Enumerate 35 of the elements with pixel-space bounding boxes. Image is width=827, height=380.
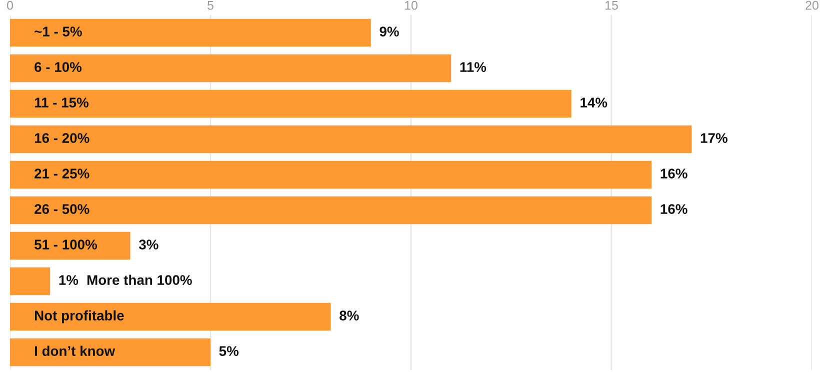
y-tick-label: 51 - 100% (34, 240, 98, 250)
data-label: 17% (700, 133, 728, 143)
y-tick-label: I don’t know (34, 346, 116, 356)
data-label: 8% (340, 310, 359, 320)
x-tick-label: 20 (806, 0, 818, 10)
data-label: 1% (59, 275, 78, 285)
bar (10, 338, 210, 366)
y-tick-label: 21 - 25% (34, 168, 90, 178)
x-tick-label: 15 (606, 1, 618, 10)
data-label: 9% (380, 26, 399, 36)
bar (10, 54, 452, 82)
y-tick-label: 11 - 15% (34, 98, 89, 108)
y-tick-label: 26 - 50% (34, 204, 90, 214)
bar (10, 125, 692, 154)
y-tick-label: ~1 - 5% (34, 26, 82, 36)
data-label: 11% (460, 62, 486, 72)
data-label: 3% (138, 240, 158, 250)
bar (10, 160, 652, 189)
bar (10, 18, 371, 47)
bar (10, 90, 572, 118)
bar (10, 232, 130, 260)
y-tick-label: 6 - 10% (34, 62, 82, 72)
x-tick-label: 5 (208, 1, 214, 10)
y-tick-label: More than 100% (87, 274, 192, 285)
x-tick-label: 0 (7, 0, 13, 10)
y-tick-label: Not profitable (34, 310, 124, 324)
data-label: 16% (660, 168, 688, 178)
bar (10, 196, 652, 224)
data-label: 16% (660, 204, 688, 214)
data-label: 5% (219, 346, 239, 356)
bar (10, 302, 331, 331)
bar (10, 267, 50, 296)
y-tick-label: 16 - 20% (34, 133, 90, 143)
x-tick-label: 10 (405, 0, 418, 10)
data-label: 14% (580, 98, 608, 108)
